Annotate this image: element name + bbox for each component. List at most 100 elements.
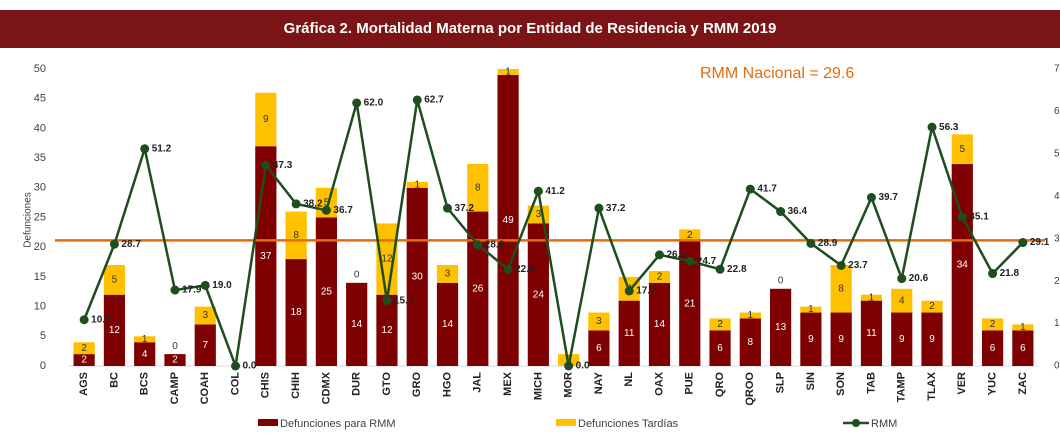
data-label: 9	[899, 334, 905, 345]
data-label: 12	[381, 254, 393, 265]
data-label: 3	[536, 209, 542, 220]
x-tick-label: HGO	[441, 372, 453, 398]
data-label: 18	[291, 307, 303, 318]
data-label: 20.6	[909, 273, 929, 284]
bar-segment	[618, 300, 640, 366]
data-label: 12	[109, 325, 121, 336]
bar-segment	[103, 294, 126, 366]
bar-segment	[588, 312, 610, 331]
bar-segment	[739, 318, 761, 366]
line-point	[806, 238, 816, 248]
bar-segment	[830, 265, 852, 313]
x-tick-label: YUC	[986, 372, 998, 395]
x-tick-label: OAX	[653, 371, 665, 396]
data-label: 1	[748, 310, 754, 321]
data-label: 0.0	[243, 361, 257, 372]
data-label: 30	[412, 272, 424, 283]
data-label: 26	[472, 283, 484, 294]
bar-segment	[346, 282, 368, 366]
bar-segment	[891, 288, 913, 313]
bar-segment	[315, 217, 337, 366]
line-point	[1018, 238, 1028, 248]
data-label: 22.8	[515, 264, 535, 275]
data-label: 19.0	[212, 280, 232, 291]
data-label: 9	[263, 114, 269, 125]
y-tick-label: 20	[34, 241, 46, 253]
data-label: 21	[684, 298, 696, 309]
bar-segment	[800, 306, 822, 313]
data-label: 29.1	[1030, 237, 1050, 248]
data-label: 1	[414, 179, 420, 190]
x-tick-label: AGS	[78, 372, 90, 396]
data-label: 14	[654, 319, 666, 330]
bar-segment	[1012, 324, 1034, 331]
data-label: 3	[596, 316, 602, 327]
title-bar	[0, 10, 1060, 48]
data-label: 35.1	[969, 212, 989, 223]
data-label: 2	[717, 319, 723, 330]
x-tick-label: NAY	[593, 371, 605, 394]
x-tick-label: GTO	[381, 372, 393, 396]
line-point	[352, 98, 362, 108]
data-label: 11	[866, 328, 877, 339]
y2-tick-label: 60	[1054, 106, 1060, 117]
bar-segment	[830, 312, 852, 366]
data-label: 56.3	[939, 122, 959, 133]
data-label: 7	[202, 340, 208, 351]
line-point	[412, 95, 422, 105]
x-tick-label: MEX	[502, 371, 514, 396]
bar-segment	[285, 211, 307, 260]
data-label: 12	[381, 325, 393, 336]
data-label: 62.7	[424, 95, 444, 106]
y-tick-label: 25	[34, 211, 46, 223]
bar-segment	[800, 312, 822, 366]
y-tick-label: 50	[34, 63, 46, 75]
data-label: 2	[81, 343, 87, 354]
line-point	[291, 199, 301, 209]
data-label: 6	[596, 343, 602, 354]
x-tick-label: COL	[229, 372, 241, 396]
data-label: 38.2	[303, 199, 323, 210]
bar-segment	[981, 330, 1004, 366]
bar-segment	[255, 92, 277, 147]
data-label: 6	[1020, 343, 1026, 354]
line-point	[231, 361, 241, 371]
data-label: 28.7	[121, 239, 141, 250]
line-point	[927, 122, 937, 132]
data-label: 17.9	[182, 285, 202, 296]
x-tick-label: TAMP	[896, 372, 908, 402]
x-tick-label: CDMX	[320, 371, 332, 404]
line-point	[321, 205, 331, 215]
bar-segment	[951, 164, 973, 366]
bar-segment	[134, 342, 156, 366]
line-point	[200, 280, 210, 290]
x-tick-label: MOR	[563, 372, 575, 398]
data-label: 24	[533, 289, 545, 300]
bar-segment	[981, 318, 1004, 331]
line-point	[715, 264, 725, 274]
x-tick-label: SLP	[775, 372, 787, 393]
line-point	[836, 260, 846, 270]
line-point	[654, 250, 664, 260]
x-tick-label: TLAX	[926, 371, 938, 400]
legend-label: Defunciones para RMM	[280, 418, 396, 430]
x-tick-label: TAB	[865, 372, 877, 394]
legend-swatch	[556, 419, 576, 426]
data-label: 2	[657, 272, 663, 283]
line-point	[533, 186, 543, 196]
x-tick-label: QRO	[714, 372, 726, 398]
line-point	[624, 286, 634, 296]
bar-segment	[436, 282, 459, 366]
data-label: 28.9	[818, 238, 838, 249]
data-label: 5	[960, 144, 966, 155]
line-point	[79, 315, 89, 325]
line-point	[382, 296, 392, 306]
y-tick-label: 10	[34, 301, 46, 313]
bar-segment	[860, 294, 883, 301]
bar-segment	[376, 294, 398, 366]
bar-segment	[73, 354, 95, 366]
bar-segment	[436, 265, 459, 283]
bar-segment	[679, 229, 701, 242]
data-label: 0	[354, 269, 360, 280]
